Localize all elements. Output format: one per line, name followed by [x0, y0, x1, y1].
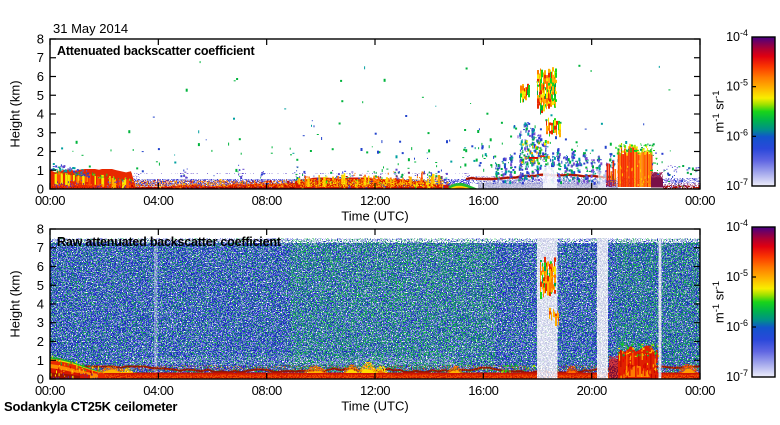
svg-text:20:00: 20:00: [577, 193, 607, 208]
svg-text:00:00: 00:00: [35, 383, 65, 398]
svg-text:Time (UTC): Time (UTC): [341, 209, 408, 224]
svg-text:00:00: 00:00: [685, 383, 715, 398]
svg-text:12:00: 12:00: [360, 193, 390, 208]
svg-text:7: 7: [37, 50, 44, 65]
svg-text:16:00: 16:00: [468, 193, 498, 208]
svg-text:08:00: 08:00: [252, 383, 282, 398]
svg-text:00:00: 00:00: [35, 193, 65, 208]
svg-text:0: 0: [37, 182, 44, 197]
svg-text:m-1 sr-1: m-1 sr-1: [711, 281, 727, 323]
svg-text:16:00: 16:00: [468, 383, 498, 398]
svg-text:Raw attenuated backscatter coe: Raw attenuated backscatter coefficient: [57, 235, 282, 249]
svg-text:Attenuated backscatter coeffic: Attenuated backscatter coefficient: [57, 44, 255, 58]
svg-text:1: 1: [37, 353, 44, 368]
svg-text:3: 3: [37, 315, 44, 330]
svg-text:00:00: 00:00: [685, 193, 715, 208]
svg-text:m-1 sr-1: m-1 sr-1: [711, 90, 727, 132]
svg-text:6: 6: [37, 259, 44, 274]
svg-text:12:00: 12:00: [360, 383, 390, 398]
svg-text:04:00: 04:00: [143, 193, 173, 208]
svg-text:31 May 2014: 31 May 2014: [53, 21, 128, 36]
svg-text:1: 1: [37, 163, 44, 178]
svg-text:Time (UTC): Time (UTC): [341, 399, 408, 414]
svg-text:6: 6: [37, 69, 44, 84]
svg-text:5: 5: [37, 278, 44, 293]
svg-text:4: 4: [37, 297, 44, 312]
svg-text:7: 7: [37, 240, 44, 255]
svg-text:2: 2: [37, 144, 44, 159]
svg-text:0: 0: [37, 372, 44, 387]
svg-text:4: 4: [37, 107, 44, 122]
svg-text:04:00: 04:00: [143, 383, 173, 398]
svg-text:5: 5: [37, 88, 44, 103]
svg-text:Sodankyla CT25K ceilometer: Sodankyla CT25K ceilometer: [4, 399, 177, 414]
svg-text:2: 2: [37, 334, 44, 349]
svg-text:8: 8: [37, 32, 44, 47]
svg-text:3: 3: [37, 125, 44, 140]
svg-text:Height (km): Height (km): [8, 80, 23, 147]
svg-text:8: 8: [37, 222, 44, 237]
svg-text:20:00: 20:00: [577, 383, 607, 398]
svg-text:Height (km): Height (km): [8, 270, 23, 337]
svg-text:08:00: 08:00: [252, 193, 282, 208]
